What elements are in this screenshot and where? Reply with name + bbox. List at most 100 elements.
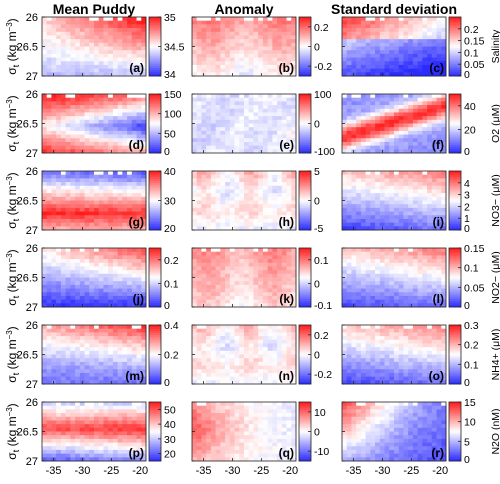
heatmap-cell <box>65 343 71 348</box>
heatmap-cell <box>342 141 348 147</box>
heatmap-cell <box>56 284 62 289</box>
heatmap-cell <box>253 259 259 264</box>
heatmap-cell <box>417 218 423 224</box>
heatmap-cell <box>98 57 104 62</box>
heatmap-cell <box>360 119 367 124</box>
heatmap-cell <box>42 193 48 198</box>
heatmap-cell <box>346 17 352 22</box>
heatmap-cell <box>46 57 52 62</box>
heatmap-cell <box>201 101 207 106</box>
heatmap-cell <box>65 222 71 227</box>
heatmap-cell <box>281 251 287 256</box>
heatmap-cell <box>56 222 62 227</box>
heatmap-cell <box>441 288 447 293</box>
heatmap-cell <box>84 97 90 102</box>
heatmap-cell <box>262 57 269 62</box>
heatmap-cell <box>398 68 404 73</box>
heatmap-cell <box>272 130 278 135</box>
heatmap-cell <box>360 24 367 29</box>
heatmap-cell <box>75 127 81 132</box>
heatmap-cell <box>98 200 104 205</box>
heatmap-cell <box>201 119 207 124</box>
heatmap-cell <box>46 372 52 378</box>
heatmap-cell <box>108 145 114 150</box>
heatmap-cell <box>394 295 400 301</box>
heatmap-cell <box>56 343 62 348</box>
colorbar-step <box>299 113 311 117</box>
heatmap-cell <box>210 123 217 128</box>
y-axis-label: σt (kg m−3) <box>5 18 21 74</box>
heatmap-cell <box>379 251 385 256</box>
heatmap-cell <box>196 204 202 209</box>
heatmap-cell <box>291 266 297 271</box>
heatmap-cell <box>291 116 297 121</box>
heatmap-cell <box>75 145 81 150</box>
heatmap-cell <box>441 248 447 253</box>
heatmap-cell <box>342 119 348 124</box>
heatmap-cell <box>206 251 212 256</box>
heatmap-cell <box>192 101 198 106</box>
heatmap-cell <box>98 222 104 227</box>
heatmap-cell <box>365 200 371 205</box>
heatmap-cell <box>89 189 95 194</box>
heatmap-cell <box>412 211 419 216</box>
heatmap-cell <box>277 108 283 113</box>
heatmap-cell <box>244 134 250 139</box>
heatmap-cell <box>417 292 423 297</box>
heatmap-cell <box>84 332 90 337</box>
heatmap-cell <box>84 141 90 147</box>
heatmap-cell <box>375 145 381 150</box>
colorbar-step <box>299 149 311 152</box>
heatmap-cell <box>56 61 62 66</box>
heatmap-cell <box>108 207 114 212</box>
heatmap-cell <box>127 112 133 117</box>
heatmap-cell <box>94 277 100 282</box>
heatmap-cell <box>360 266 367 271</box>
heatmap-cell <box>267 28 273 33</box>
heatmap-cell <box>117 303 123 308</box>
heatmap-cell <box>46 226 52 231</box>
heatmap-cell <box>210 226 217 231</box>
heatmap-cell <box>84 215 90 220</box>
colorbar-step <box>299 133 311 136</box>
heatmap-cell <box>131 123 137 128</box>
colorbar-step <box>149 26 161 30</box>
heatmap-cell <box>201 97 207 102</box>
heatmap-cell <box>398 64 404 70</box>
heatmap-cell <box>215 64 221 70</box>
heatmap-cell <box>267 53 273 58</box>
heatmap-cell <box>196 94 202 99</box>
heatmap-cell <box>346 189 352 194</box>
heatmap-cell <box>436 273 442 278</box>
heatmap-cell <box>398 185 404 190</box>
heatmap-cell <box>291 262 297 267</box>
heatmap-cell <box>51 299 57 304</box>
heatmap-cell <box>379 42 385 47</box>
heatmap-cell <box>89 116 95 121</box>
heatmap-cell <box>277 35 283 40</box>
heatmap-cell <box>389 108 395 113</box>
heatmap-cell <box>117 28 123 33</box>
heatmap-cell <box>79 365 85 370</box>
heatmap-cell <box>248 218 254 224</box>
heatmap-cell <box>248 134 254 139</box>
heatmap-cell <box>277 61 283 66</box>
heatmap-cell <box>441 134 447 139</box>
heatmap-cell <box>70 174 76 179</box>
heatmap-cell <box>398 141 404 147</box>
heatmap-cell <box>351 145 357 150</box>
heatmap-cell <box>51 24 57 29</box>
heatmap-cell <box>277 207 283 212</box>
heatmap-cell <box>122 50 128 55</box>
heatmap-cell <box>375 50 381 55</box>
heatmap-cell <box>84 17 90 22</box>
heatmap-cell <box>436 39 442 44</box>
colorbar-step <box>299 190 311 194</box>
heatmap-cell <box>201 42 207 47</box>
heatmap-cell <box>136 50 142 55</box>
heatmap-cell <box>196 42 202 47</box>
heatmap-cell <box>65 149 71 154</box>
heatmap-cell <box>79 292 85 297</box>
heatmap-cell <box>206 292 212 297</box>
heatmap-cell <box>281 215 287 220</box>
